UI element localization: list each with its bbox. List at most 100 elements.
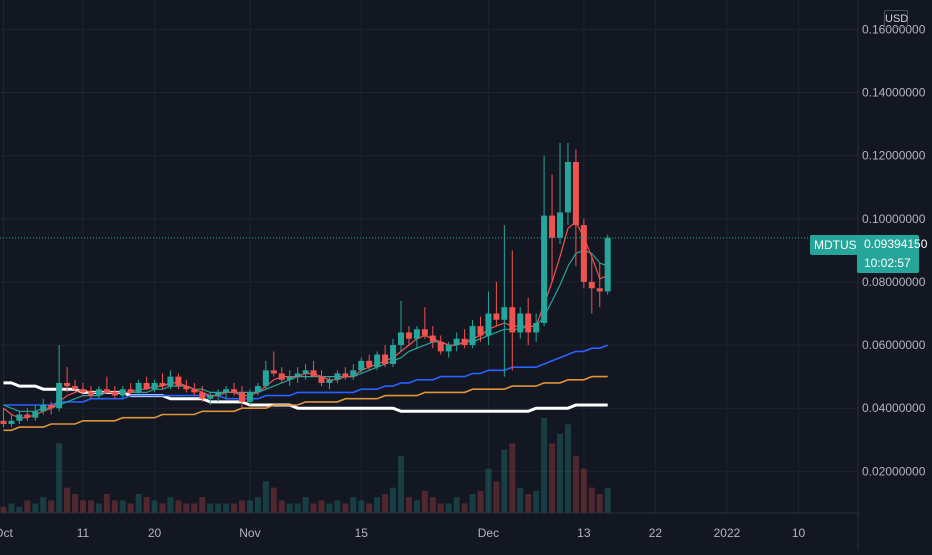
candle-body xyxy=(191,389,198,393)
volume-bar xyxy=(286,503,293,513)
volume-bar xyxy=(398,456,404,513)
volume-bar xyxy=(445,503,452,513)
candle-body xyxy=(485,313,492,336)
time-tick-label: Oct xyxy=(0,526,13,540)
volume-bar xyxy=(175,500,182,513)
time-tick-label: 2022 xyxy=(714,526,741,540)
volume-bar xyxy=(215,503,222,513)
candle-body xyxy=(493,313,500,320)
volume-bar xyxy=(366,503,373,513)
candle-body xyxy=(215,392,222,396)
candle-body xyxy=(318,376,325,383)
candle-body xyxy=(390,345,397,364)
candle-body xyxy=(270,370,277,374)
volume-bar xyxy=(461,503,468,513)
currency-button[interactable]: USD xyxy=(884,10,908,28)
volume-bar xyxy=(453,497,460,513)
volume-bar xyxy=(80,500,86,513)
volume-bar xyxy=(557,433,563,513)
candle-body xyxy=(453,338,460,346)
volume-bar xyxy=(143,497,150,513)
candle-body xyxy=(159,382,166,387)
time-tick-label: 10 xyxy=(792,526,806,540)
volume-bar xyxy=(596,494,603,513)
candle-body xyxy=(413,329,420,339)
volume-bar xyxy=(390,487,397,513)
candle-body xyxy=(564,161,571,213)
candle-body xyxy=(64,382,71,387)
candle-body xyxy=(572,161,579,226)
volume-bar xyxy=(167,497,174,513)
volume-bar xyxy=(207,503,214,513)
ma-white-line xyxy=(3,381,608,413)
candle-body xyxy=(231,389,238,393)
volume-bar xyxy=(231,503,238,513)
volume-bar xyxy=(580,468,587,513)
volume-bar xyxy=(564,424,571,513)
ma-orange-line xyxy=(3,375,608,432)
volume-bar xyxy=(382,494,389,513)
price-tick-label: 0.06000000 xyxy=(862,338,926,352)
symbol-tag: MDTUSD xyxy=(810,235,870,255)
candle-body xyxy=(366,360,373,368)
volume-bar xyxy=(342,503,349,513)
candle-body xyxy=(350,370,357,377)
candle-body xyxy=(87,392,94,396)
volume-bar xyxy=(429,497,436,513)
candle-body xyxy=(72,386,79,390)
candle-body xyxy=(207,395,214,399)
candle-body xyxy=(16,414,23,421)
volume-bar xyxy=(413,500,420,513)
candle-body xyxy=(374,354,381,368)
candle-body xyxy=(469,326,476,346)
candle-body xyxy=(262,370,269,387)
candle-body xyxy=(557,212,563,238)
ma-mid-line xyxy=(3,249,608,412)
ma-blue-line xyxy=(3,344,608,406)
ma-fast-line xyxy=(3,220,608,419)
volume-bar xyxy=(191,503,198,513)
candle-body xyxy=(326,379,333,383)
candle-body xyxy=(223,389,230,393)
volume-bar xyxy=(477,490,484,513)
candle-body xyxy=(421,329,428,336)
volume-bar xyxy=(127,503,134,513)
volume-bar xyxy=(525,494,532,513)
candle-body xyxy=(461,338,468,346)
volume-bar xyxy=(549,443,556,513)
price-tick-label: 0.16000000 xyxy=(862,22,926,36)
volume-bar xyxy=(183,503,190,513)
price-tick-label: 0.02000000 xyxy=(862,464,926,478)
candle-body xyxy=(358,360,365,371)
candle-body xyxy=(509,307,516,333)
volume-bar xyxy=(326,503,333,513)
candle-body xyxy=(533,322,540,333)
volume-bar xyxy=(294,503,301,513)
volume-bar xyxy=(32,503,39,513)
volume-bar xyxy=(119,500,126,513)
price-tick-label: 0.12000000 xyxy=(862,149,926,163)
volume-bar xyxy=(135,494,142,513)
candle-body xyxy=(183,386,190,390)
time-tick-label: 22 xyxy=(649,526,663,540)
moving-average-layer xyxy=(3,220,608,432)
time-tick-label: 11 xyxy=(77,526,90,540)
volume-bar xyxy=(278,500,285,513)
candle-body xyxy=(246,392,253,402)
volume-bar xyxy=(223,503,230,513)
volume-bar xyxy=(72,494,79,513)
volume-bar xyxy=(421,490,428,513)
price-tick-label: 0.08000000 xyxy=(862,275,926,289)
volume-bar xyxy=(350,497,357,513)
volume-bar xyxy=(572,456,579,513)
volume-bar xyxy=(588,487,595,513)
volume-bar xyxy=(437,503,444,513)
candle-body xyxy=(398,332,404,346)
volume-bar xyxy=(310,503,317,513)
volume-bar xyxy=(111,500,118,513)
volume-bar xyxy=(87,500,94,513)
volume-bar xyxy=(469,494,476,513)
